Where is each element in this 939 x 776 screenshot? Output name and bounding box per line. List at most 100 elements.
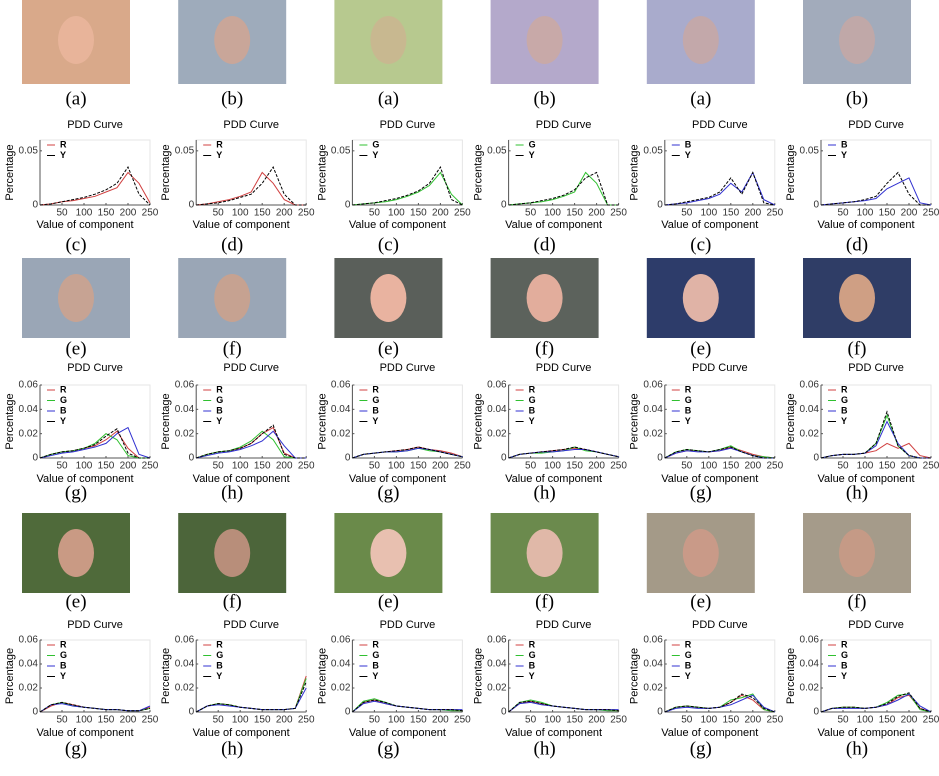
x-tick-label: 50 [837,208,849,219]
y-tick-label: 0 [32,453,38,464]
y-tick-label: 0.02 [331,683,351,694]
image-caption: (f) [535,591,554,612]
plot-title: PDD Curve [692,119,748,131]
y-tick-label: 0.02 [643,428,663,439]
y-axis-label: Percentage [629,144,641,200]
plot-frame [509,385,619,458]
plot-frame [196,640,306,712]
y-tick-label: 0.05 [643,145,663,156]
photo-face [58,16,94,64]
series-line [40,173,150,206]
plot-title: PDD Curve [67,362,123,374]
photo-face [214,529,250,577]
legend-label: R [529,639,536,649]
x-tick-label: 150 [722,715,739,726]
x-tick-label: 150 [410,461,427,472]
x-tick-label: 200 [744,208,761,219]
photo-face [370,16,406,64]
y-axis-label: Percentage [160,144,172,200]
series-line [821,694,931,712]
legend-label: B [216,660,223,670]
y-tick-label: 0.06 [331,635,351,646]
x-axis-label: Value of component [193,727,290,739]
y-tick-label: 0.06 [175,380,195,391]
legend-label: G [841,650,848,660]
image-caption: (f) [848,338,867,359]
x-tick-label: 150 [566,208,583,219]
series-line [821,422,931,459]
legend-label: R [60,139,67,149]
legend-label: R [372,639,379,649]
x-tick-label: 100 [76,715,93,726]
y-tick-label: 0.02 [175,683,195,694]
legend-label: R [216,139,223,149]
y-axis-label: Percentage [4,144,16,200]
legend-label: Y [216,150,222,160]
x-tick-label: 50 [369,208,381,219]
legend-label: B [60,405,67,415]
y-axis-label: Percentage [785,648,797,704]
y-tick-label: 0.04 [175,659,195,670]
image-caption: (f) [535,338,554,359]
x-tick-label: 150 [254,461,271,472]
x-tick-label: 50 [681,208,693,219]
x-axis-label: Value of component [505,727,602,739]
x-tick-label: 250 [298,461,315,472]
y-tick-label: 0.04 [643,659,663,670]
x-axis-label: Value of component [36,727,133,739]
photo-face [214,16,250,64]
plot-frame [665,385,775,458]
y-tick-label: 0 [189,200,195,211]
x-tick-label: 50 [213,461,225,472]
y-axis-label: Percentage [473,393,485,449]
y-tick-label: 0.05 [487,145,507,156]
legend-label: Y [529,150,535,160]
plot-caption: (h) [221,738,243,759]
legend-label: Y [529,671,535,681]
plot-caption: (h) [534,738,556,759]
y-tick-label: 0 [501,200,507,211]
legend-label: R [685,384,692,394]
plot-title: PDD Curve [536,119,592,131]
series-line [196,688,306,712]
photo-face [527,274,563,322]
x-tick-label: 100 [857,461,874,472]
y-tick-label: 0 [657,453,663,464]
x-tick-label: 250 [454,461,471,472]
series-line [821,415,931,458]
series-line [196,676,306,712]
y-tick-label: 0 [813,200,819,211]
y-tick-label: 0.06 [19,635,39,646]
x-tick-label: 200 [744,461,761,472]
x-tick-label: 150 [566,715,583,726]
x-tick-label: 50 [837,715,849,726]
x-tick-label: 100 [388,461,405,472]
plot-title: PDD Curve [223,362,279,374]
plot-caption: (h) [846,482,868,503]
x-tick-label: 100 [388,715,405,726]
legend-label: B [841,405,848,415]
y-tick-label: 0.06 [487,635,507,646]
image-caption: (a) [690,88,711,109]
x-tick-label: 250 [610,715,627,726]
y-tick-label: 0.05 [19,145,39,156]
photo-face [370,529,406,577]
y-tick-label: 0.04 [487,659,507,670]
legend-label: R [60,639,67,649]
x-tick-label: 150 [98,461,115,472]
x-axis-label: Value of component [817,727,914,739]
legend-label: Y [529,416,535,426]
legend-label: B [216,405,223,415]
y-axis-label: Percentage [473,648,485,704]
photo-face [839,274,875,322]
y-tick-label: 0.05 [175,145,195,156]
legend-label: G [372,395,379,405]
x-axis-label: Value of component [349,727,446,739]
legend-label: G [685,650,692,660]
series-line [352,447,462,458]
image-caption: (e) [378,591,399,612]
legend-label: R [60,384,67,394]
x-tick-label: 50 [837,461,849,472]
y-tick-label: 0 [657,707,663,718]
image-caption: (f) [223,591,242,612]
